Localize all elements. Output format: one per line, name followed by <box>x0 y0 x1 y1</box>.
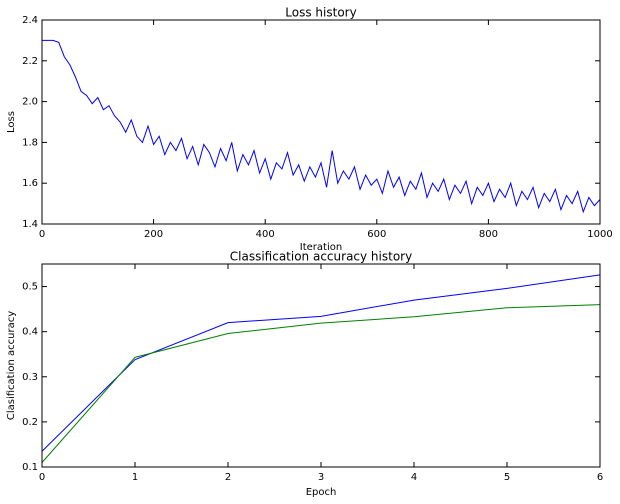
x-tick-label: 1 <box>132 472 138 483</box>
data-line <box>42 39 601 214</box>
y-axis-label: Loss <box>6 111 17 133</box>
y-tick-label: 0.4 <box>22 327 38 338</box>
y-axis-label: Clasification accuracy <box>6 311 17 420</box>
y-tick-label: 1.8 <box>22 137 38 148</box>
plot-frame <box>41 19 601 225</box>
x-tick-label: 2 <box>225 472 231 483</box>
x-tick-label: 400 <box>256 229 275 240</box>
data-line <box>41 304 601 463</box>
x-tick-label: 200 <box>144 229 163 240</box>
x-axis-label: Iteration <box>300 242 342 253</box>
x-tick-label: 800 <box>479 229 498 240</box>
chart-title: Loss history <box>285 6 356 20</box>
x-tick-label: 4 <box>411 472 417 483</box>
x-tick-label: 3 <box>318 472 324 483</box>
x-tick-label: 600 <box>367 229 386 240</box>
x-tick-label: 6 <box>597 472 603 483</box>
x-tick-label: 0 <box>39 472 45 483</box>
chart-title: Classification accuracy history <box>230 250 412 264</box>
y-tick-label: 2.2 <box>22 56 38 67</box>
x-tick-label: 5 <box>504 472 510 483</box>
y-tick-label: 2.0 <box>22 97 38 108</box>
x-tick-label: 1000 <box>587 229 612 240</box>
x-tick-label: 0 <box>39 229 45 240</box>
y-tick-label: 1.6 <box>22 178 38 189</box>
plot-frame <box>41 263 601 468</box>
y-tick-label: 0.2 <box>22 417 38 428</box>
y-tick-label: 1.4 <box>22 219 38 230</box>
y-tick-label: 0.1 <box>22 462 38 473</box>
data-line <box>41 274 601 452</box>
y-tick-label: 0.3 <box>22 372 38 383</box>
y-tick-label: 2.4 <box>22 15 38 26</box>
x-axis-label: Epoch <box>306 487 337 498</box>
y-tick-label: 0.5 <box>22 282 38 293</box>
